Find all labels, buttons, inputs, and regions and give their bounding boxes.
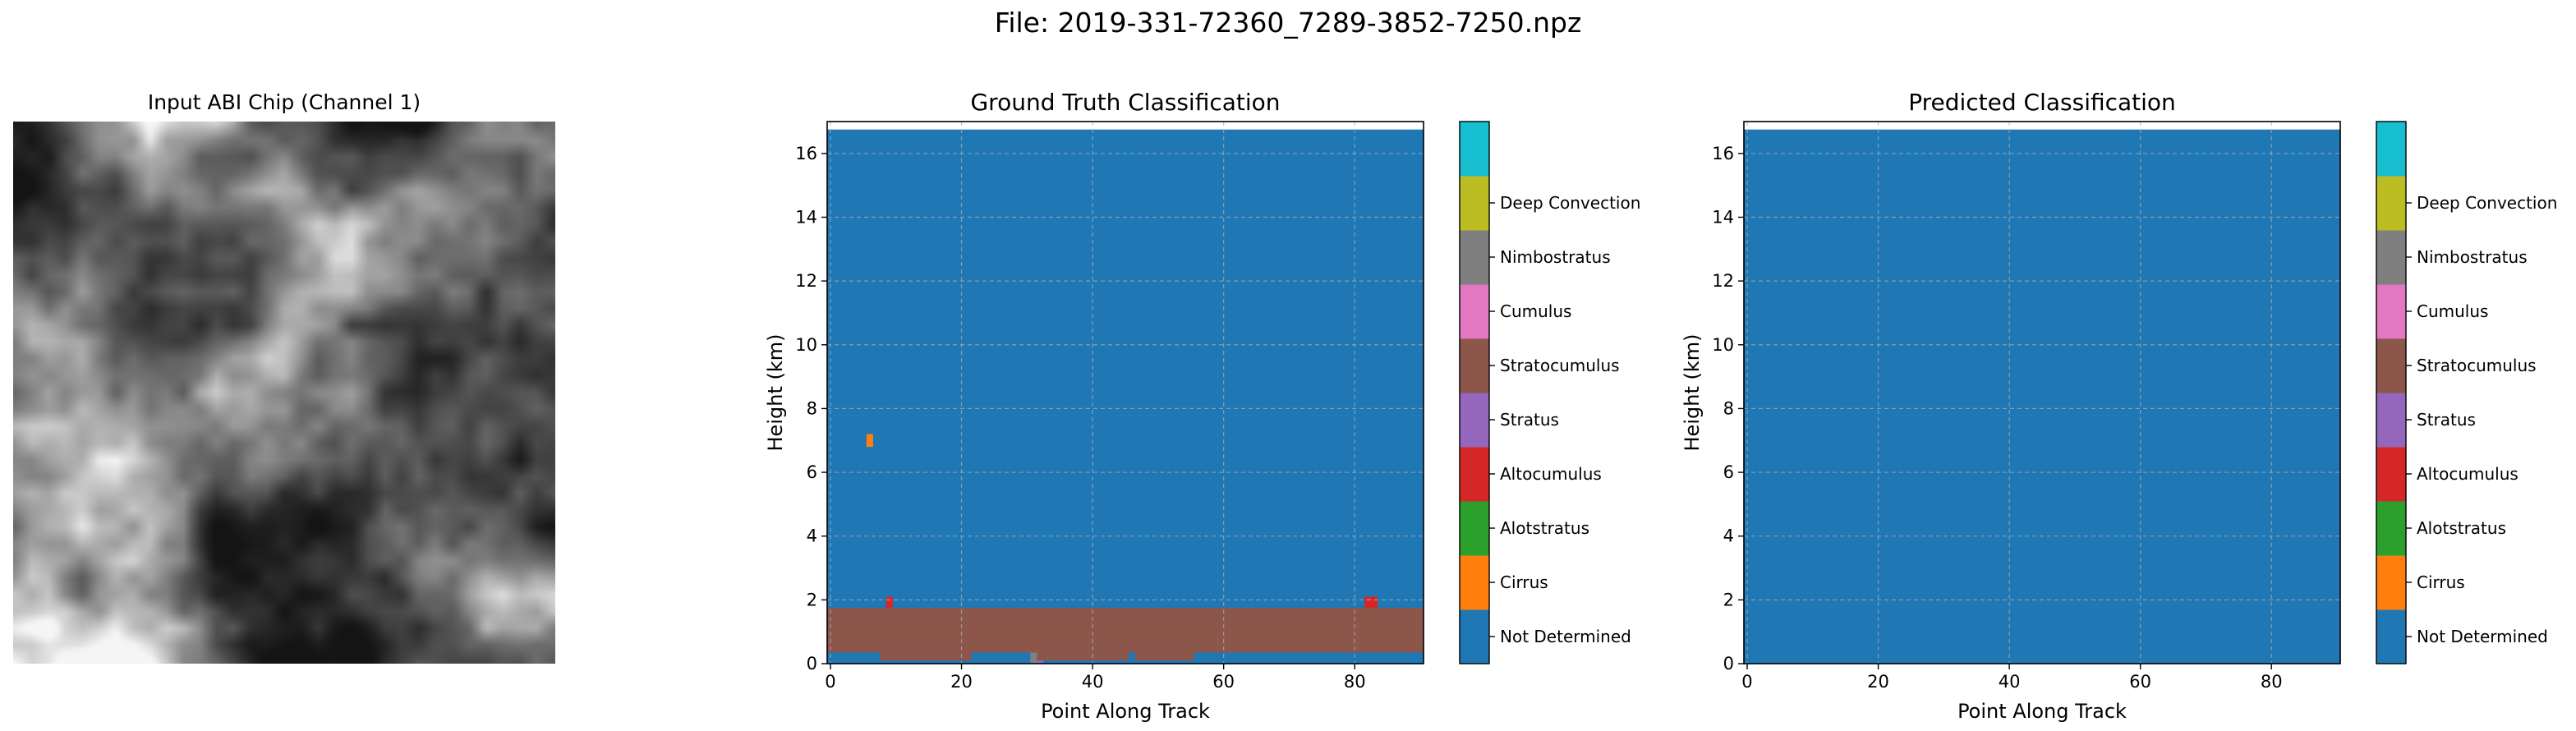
x-tick-label: 60 — [2129, 672, 2151, 692]
plot-title: Predicted Classification — [1908, 89, 2176, 116]
colorbar-label: Cirrus — [1500, 572, 1548, 592]
cell-stratus — [1037, 660, 1044, 664]
colorbar-segment-stratocumulus — [1460, 338, 1489, 393]
colorbar-segment-cirrus — [2376, 555, 2406, 610]
y-tick-label: 12 — [795, 271, 817, 291]
y-tick-label: 8 — [807, 398, 817, 418]
colorbar-segment-unlabeled — [2376, 122, 2406, 177]
colorbar-segment-stratus — [2376, 393, 2406, 448]
cell-stratocumulus — [879, 652, 972, 661]
axes-frame — [826, 121, 1424, 664]
figure-title: File: 2019-331-72360_7289-3852-7250.npz — [994, 7, 1582, 39]
colorbar-segment-altocumulus — [2376, 447, 2406, 502]
colorbar-segment-nimbostratus — [1460, 230, 1489, 285]
y-tick-label: 16 — [795, 144, 817, 163]
colorbar-label: Stratocumulus — [1500, 356, 1620, 375]
colorbar-segment-alotstratus — [2376, 501, 2406, 556]
cell-altocumulus — [886, 596, 893, 609]
y-tick-label: 0 — [807, 654, 817, 674]
colorbar-frame — [2376, 121, 2407, 664]
colorbar-label: Not Determined — [1500, 627, 1631, 646]
colorbar-label: Altocumulus — [2417, 464, 2518, 484]
y-axis-label: Height (km) — [1681, 334, 1704, 452]
colorbar-label: Cumulus — [2417, 301, 2488, 321]
colorbar-segment-cumulus — [1460, 284, 1489, 339]
y-tick-label: 6 — [807, 462, 817, 482]
x-tick-label: 60 — [1212, 672, 1235, 692]
colorbar-segment-stratocumulus — [2376, 338, 2406, 393]
colorbar-segment-cumulus — [2376, 284, 2406, 339]
y-tick-label: 10 — [795, 335, 817, 355]
colorbar-segment-cirrus — [1460, 555, 1489, 610]
predicted-plot: Predicted Classification 0 20 40 60 80 0 2 4 6 8 10… — [1681, 89, 2557, 723]
y-tick-label: 2 — [1723, 590, 1734, 609]
background-cells — [1744, 129, 2340, 664]
colorbar-segment-nimbostratus — [2376, 230, 2406, 285]
y-tick-label: 8 — [1723, 398, 1734, 418]
plot-title: Ground Truth Classification — [970, 89, 1280, 116]
colorbar-segment-altocumulus — [1460, 447, 1489, 502]
colorbar-label: Nimbostratus — [1500, 247, 1611, 267]
colorbar-label: Cirrus — [2417, 572, 2465, 592]
colorbar-frame — [1459, 121, 1490, 664]
colorbar-label: Nimbostratus — [2417, 247, 2528, 267]
colorbar-segment-deep-convection — [2376, 176, 2406, 231]
cell-nimbostratus — [1030, 652, 1037, 664]
x-axis-label: Point Along Track — [1041, 700, 1210, 723]
y-tick-label: 4 — [1723, 526, 1734, 546]
y-tick-label: 14 — [1712, 207, 1734, 227]
background-cells — [827, 129, 1424, 664]
x-tick-label: 20 — [950, 672, 973, 692]
colorbar-segment-stratus — [1460, 393, 1489, 448]
cell-stratocumulus — [1134, 652, 1194, 661]
y-tick-label: 16 — [1712, 144, 1734, 163]
colorbar-segment-not-determined — [1460, 609, 1489, 664]
colorbar-label: Alotstratus — [1500, 518, 1589, 538]
colorbar-label: Deep Convection — [2417, 193, 2557, 213]
cell-cirrus — [866, 434, 873, 447]
colorbar-label: Stratocumulus — [2417, 356, 2537, 375]
x-tick-label: 40 — [1999, 672, 2021, 692]
y-tick-label: 6 — [1723, 462, 1734, 482]
x-tick-label: 40 — [1082, 672, 1104, 692]
colorbar-segment-alotstratus — [1460, 501, 1489, 556]
axes-frame — [1743, 121, 2341, 664]
x-axis-label: Point Along Track — [1957, 700, 2127, 723]
ground-truth-plot: Ground Truth Classification 0 20 40 60 80 0 2 4 6… — [764, 89, 1640, 723]
colorbar-segment-unlabeled — [1460, 122, 1489, 177]
y-tick-label: 4 — [807, 526, 817, 546]
y-tick-label: 2 — [807, 590, 817, 609]
colorbar-label: Stratus — [2417, 410, 2476, 430]
cell-stratocumulus — [1037, 652, 1129, 661]
colorbar-label: Cumulus — [1500, 301, 1571, 321]
y-tick-label: 14 — [795, 207, 817, 227]
x-tick-label: 80 — [1344, 672, 1366, 692]
x-tick-label: 20 — [1867, 672, 1889, 692]
colorbar-label: Deep Convection — [1500, 193, 1640, 213]
cell-altocumulus — [1364, 596, 1378, 609]
x-tick-label: 0 — [1741, 672, 1752, 692]
abi-chip-image — [13, 122, 555, 664]
cell-stratocumulus — [827, 608, 1424, 653]
x-tick-label: 0 — [825, 672, 835, 692]
y-axis-label: Height (km) — [764, 334, 787, 452]
colorbar-label: Alotstratus — [2417, 518, 2506, 538]
colorbar-label: Altocumulus — [1500, 464, 1602, 484]
y-tick-label: 10 — [1712, 335, 1734, 355]
colorbar-segment-deep-convection — [1460, 176, 1489, 231]
colorbar-label: Stratus — [1500, 410, 1559, 430]
y-tick-label: 12 — [1712, 271, 1734, 291]
colorbar-label: Not Determined — [2417, 627, 2548, 646]
colorbar-segment-not-determined — [2376, 609, 2406, 664]
x-tick-label: 80 — [2261, 672, 2283, 692]
abi-chip-title: Input ABI Chip (Channel 1) — [147, 90, 421, 114]
y-tick-label: 0 — [1723, 654, 1734, 674]
